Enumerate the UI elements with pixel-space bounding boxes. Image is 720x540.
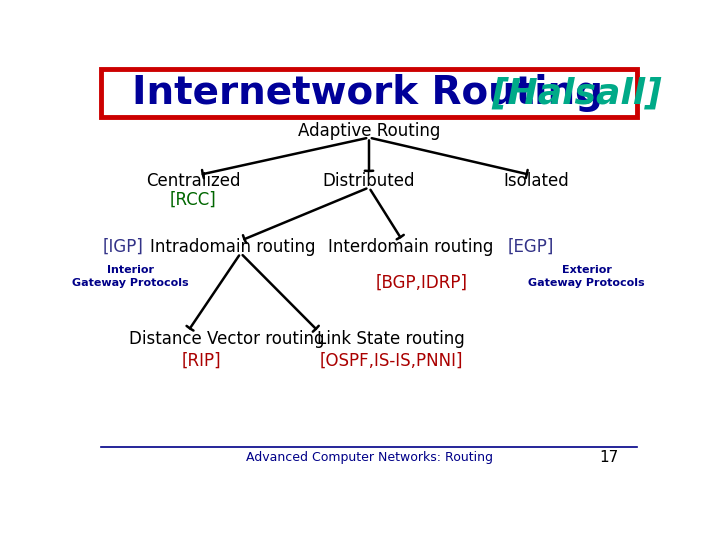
Text: Internetwork Routing: Internetwork Routing <box>132 74 603 112</box>
Text: Advanced Computer Networks: Routing: Advanced Computer Networks: Routing <box>246 451 492 464</box>
Text: Centralized: Centralized <box>146 172 240 190</box>
Text: Isolated: Isolated <box>503 172 570 190</box>
Text: Link State routing: Link State routing <box>318 330 465 348</box>
Text: [OSPF,IS-IS,PNNI]: [OSPF,IS-IS,PNNI] <box>320 352 463 370</box>
Text: Intradomain routing: Intradomain routing <box>150 238 315 256</box>
Text: [Halsall]: [Halsall] <box>492 76 662 110</box>
Text: Distributed: Distributed <box>323 172 415 190</box>
Text: 17: 17 <box>599 450 618 465</box>
Text: [RIP]: [RIP] <box>181 352 222 370</box>
Text: Exterior
Gateway Protocols: Exterior Gateway Protocols <box>528 265 645 288</box>
Text: [RCC]: [RCC] <box>170 191 217 209</box>
Text: Interdomain routing: Interdomain routing <box>328 238 493 256</box>
Text: [EGP]: [EGP] <box>508 238 554 256</box>
Text: Distance Vector routing: Distance Vector routing <box>129 330 325 348</box>
FancyBboxPatch shape <box>101 69 637 117</box>
Text: [BGP,IDRP]: [BGP,IDRP] <box>376 274 468 292</box>
Text: Adaptive Routing: Adaptive Routing <box>298 123 440 140</box>
Text: Interior
Gateway Protocols: Interior Gateway Protocols <box>72 265 189 288</box>
Text: [IGP]: [IGP] <box>103 238 144 256</box>
